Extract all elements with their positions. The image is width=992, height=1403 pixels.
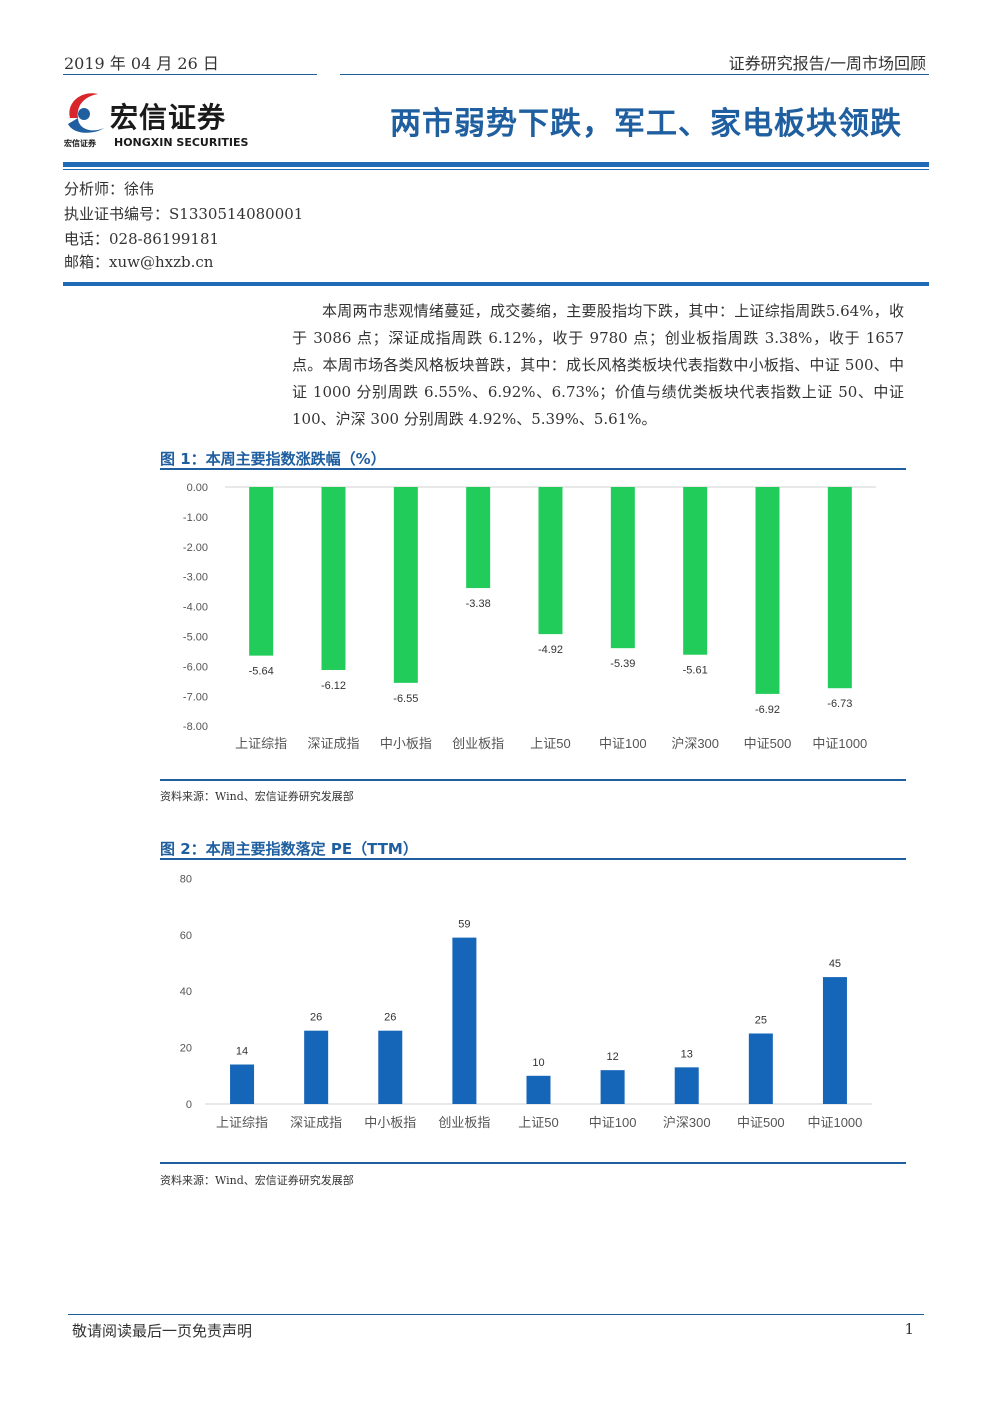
data-label: -6.73: [827, 698, 852, 710]
bar: [674, 1067, 699, 1104]
figure2-bottom-rule: [160, 1162, 906, 1164]
y-tick-label: 40: [180, 986, 192, 998]
figure2-source: 资料来源：Wind、宏信证券研究发展部: [160, 1174, 354, 1187]
figure2-top-rule: [160, 858, 906, 860]
x-tick-label: 沪深300: [671, 736, 719, 751]
bar: [526, 1075, 551, 1104]
x-tick-label: 中证100: [589, 1115, 637, 1130]
data-label: 26: [310, 1012, 322, 1024]
bar: [600, 1070, 625, 1104]
y-tick-label: -5.00: [183, 632, 208, 644]
bar: [304, 1030, 329, 1104]
bar: [321, 487, 346, 670]
bar: [249, 487, 274, 656]
bar: [378, 1030, 403, 1104]
y-tick-label: -6.00: [183, 661, 208, 673]
data-label: 45: [829, 958, 841, 970]
title-band: [63, 162, 929, 167]
x-tick-label: 中证100: [599, 736, 647, 751]
x-tick-label: 深证成指: [290, 1115, 342, 1130]
data-label: -6.55: [393, 693, 418, 705]
bar: [452, 937, 477, 1104]
data-label: 13: [681, 1048, 693, 1060]
header-rule-right: [340, 74, 929, 75]
data-label: -5.39: [610, 658, 635, 670]
bar: [393, 487, 418, 683]
report-title: 两市弱势下跌，军工、家电板块领跌: [390, 106, 902, 142]
y-tick-label: -2.00: [183, 542, 208, 554]
figure1-chart: 0.00 -1.00 -2.00 -3.00 -4.00 -5.00 -6.00 -7.00 -…: [183, 482, 876, 751]
data-label: -5.64: [249, 666, 274, 678]
data-label: -4.92: [538, 644, 563, 656]
data-label: 10: [532, 1057, 544, 1069]
y-tick-label: -7.00: [183, 691, 208, 703]
data-label: -5.61: [683, 665, 708, 677]
bar: [822, 977, 847, 1104]
data-label: -6.92: [755, 704, 780, 716]
title-band-thin: [63, 169, 929, 170]
figure1-bottom-rule: [160, 779, 906, 781]
analyst-name: 分析师：徐伟: [64, 180, 155, 198]
data-label: -3.38: [466, 598, 491, 610]
analyst-phone: 电话：028-86199181: [64, 230, 220, 248]
data-label: -6.12: [321, 680, 346, 692]
x-tick-label: 创业板指: [438, 1115, 490, 1130]
figure1-top-rule: [160, 468, 906, 470]
figure1-source: 资料来源：Wind、宏信证券研究发展部: [160, 790, 354, 803]
footer-rule: [68, 1314, 924, 1315]
bar: [230, 1064, 255, 1104]
header-rule-left: [63, 74, 317, 75]
x-tick-label: 上证综指: [216, 1115, 268, 1130]
summary-paragraph: 本周两市悲观情绪蔓延，成交萎缩，主要股指均下跌，其中：上证综指周跌5.64%，收…: [292, 302, 904, 428]
y-tick-label: 20: [180, 1043, 192, 1055]
x-tick-label: 深证成指: [307, 736, 359, 751]
y-tick-label: -1.00: [183, 512, 208, 524]
x-tick-label: 中证500: [737, 1115, 785, 1130]
data-label: 26: [384, 1012, 396, 1024]
x-tick-label: 中证1000: [807, 1115, 862, 1130]
x-tick-label: 中证1000: [812, 736, 867, 751]
data-label: 59: [458, 919, 470, 931]
x-tick-label: 中证500: [744, 736, 792, 751]
bar: [748, 1033, 773, 1104]
figure2-chart: 80 60 40 20 0 14 上证综指 26 深证成指 26 中小板指 59 创业板指 10 上证50 1…: [180, 873, 872, 1130]
company-name-en: HONGXIN SECURITIES: [114, 136, 249, 149]
x-tick-label: 上证50: [530, 736, 570, 751]
bar: [827, 487, 852, 689]
report-type: 证券研究报告/一周市场回顾: [728, 54, 926, 73]
company-logo-icon: [68, 93, 104, 133]
y-tick-label: 0: [186, 1099, 192, 1111]
y-tick-label: 80: [180, 873, 192, 885]
section-separator: [63, 282, 929, 286]
x-tick-label: 中小板指: [364, 1115, 416, 1130]
y-tick-label: -4.00: [183, 602, 208, 614]
bar: [610, 487, 635, 649]
company-name-small: 宏信证券: [64, 139, 96, 148]
data-label: 14: [236, 1046, 248, 1058]
y-tick-label: -8.00: [183, 721, 208, 733]
y-tick-label: 0.00: [187, 482, 208, 494]
page-number: 1: [904, 1320, 914, 1338]
company-name-cn: 宏信证券: [110, 101, 227, 134]
x-tick-label: 创业板指: [452, 736, 504, 751]
x-tick-label: 中小板指: [380, 736, 432, 751]
bar: [683, 487, 708, 655]
x-tick-label: 沪深300: [663, 1115, 711, 1130]
y-tick-label: 60: [180, 930, 192, 942]
figure2-title: 图 2：本周主要指数落定 PE（TTM）: [160, 840, 418, 858]
x-tick-label: 上证50: [518, 1115, 558, 1130]
data-label: 12: [606, 1051, 618, 1063]
bar: [755, 487, 780, 694]
analyst-email: 邮箱：xuw@hxzb.cn: [64, 253, 214, 271]
y-tick-label: -3.00: [183, 572, 208, 584]
x-tick-label: 上证综指: [235, 736, 287, 751]
analyst-license: 执业证书编号：S1330514080001: [64, 205, 304, 223]
data-label: 25: [755, 1015, 767, 1027]
bar: [466, 487, 491, 589]
bar: [538, 487, 563, 635]
footer-disclaimer: 敬请阅读最后一页免责声明: [72, 1322, 253, 1340]
report-date: 2019 年 04 月 26 日: [64, 54, 219, 73]
figure1-title: 图 1：本周主要指数涨跌幅（%）: [160, 450, 386, 468]
